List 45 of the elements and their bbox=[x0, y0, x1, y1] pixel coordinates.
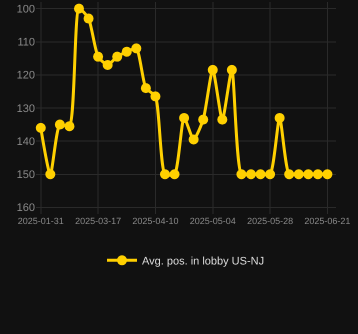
point bbox=[102, 60, 113, 70]
point bbox=[64, 121, 74, 132]
point bbox=[246, 169, 256, 180]
y-tick-label: 110 bbox=[17, 36, 35, 49]
point bbox=[236, 169, 246, 180]
x-tick-label: 2025-05-28 bbox=[247, 216, 294, 226]
x-tick-label: 2025-04-10 bbox=[132, 216, 178, 226]
point bbox=[265, 169, 276, 180]
point bbox=[294, 169, 304, 180]
y-tick-label: 100 bbox=[16, 3, 35, 16]
y-tick-label: 130 bbox=[16, 102, 35, 115]
y-tick-label: 150 bbox=[16, 169, 35, 182]
point bbox=[45, 169, 56, 180]
x-tick-label: 2025-05-04 bbox=[190, 216, 236, 226]
point bbox=[226, 64, 237, 75]
point bbox=[74, 4, 84, 14]
point bbox=[140, 83, 151, 94]
y-tick-label: 160 bbox=[16, 202, 35, 214]
x-tick-label: 2025-03-17 bbox=[75, 216, 122, 226]
x-tick-label: 2025-01-31 bbox=[18, 216, 64, 226]
point bbox=[188, 134, 199, 144]
point bbox=[84, 14, 94, 24]
x-tick-label: 2025-06-21 bbox=[304, 216, 350, 226]
point bbox=[54, 120, 65, 130]
point bbox=[208, 64, 218, 75]
point bbox=[284, 169, 294, 180]
point bbox=[274, 112, 285, 123]
point bbox=[322, 169, 332, 180]
point bbox=[93, 52, 104, 62]
point bbox=[122, 46, 132, 57]
point bbox=[112, 52, 122, 62]
point bbox=[217, 114, 228, 125]
y-tick-label: 140 bbox=[16, 136, 35, 148]
point bbox=[256, 169, 266, 180]
point bbox=[36, 122, 46, 133]
point bbox=[312, 169, 323, 180]
point bbox=[303, 169, 314, 180]
point bbox=[131, 43, 142, 54]
legend-label: Avg. pos. in lobby US-NJ bbox=[142, 256, 264, 268]
y-tick-label: 120 bbox=[16, 70, 35, 82]
point bbox=[170, 169, 180, 180]
point bbox=[150, 91, 160, 102]
point bbox=[160, 169, 170, 180]
point bbox=[198, 114, 208, 125]
point bbox=[179, 112, 190, 123]
